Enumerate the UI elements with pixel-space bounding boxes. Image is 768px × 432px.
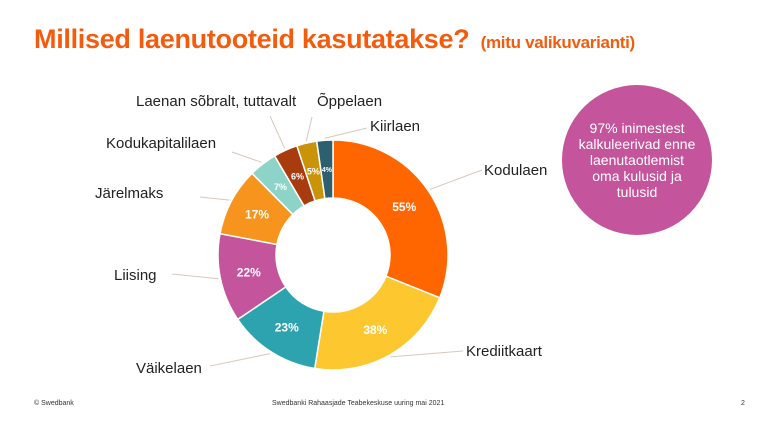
value-label-laenan-sobralt-tuttavalt: 6% <box>291 172 304 182</box>
leader-line-kiirlaen <box>324 127 368 139</box>
category-label-vaikelaen: Väikelaen <box>136 360 202 377</box>
value-label-vaikelaen: 23% <box>275 320 299 334</box>
leader-line-kodulaen <box>429 169 483 190</box>
category-label-oppelaen: Õppelaen <box>317 93 382 110</box>
page-title: Millised laenutooteid kasutatakse? (mitu… <box>34 24 635 55</box>
callout-bubble: 97% inimestest kalkuleerivad enne laenut… <box>562 85 712 235</box>
category-label-liising: Liising <box>114 267 157 284</box>
value-label-kodulaen: 55% <box>392 200 416 214</box>
callout-text: 97% inimestest kalkuleerivad enne laenut… <box>578 120 696 200</box>
leader-line-jarelmaks <box>199 196 230 201</box>
leader-line-liising <box>171 273 219 280</box>
value-label-krediitkaart: 38% <box>363 323 387 337</box>
leader-line-laenan-sobralt-tuttavalt <box>269 115 286 149</box>
leader-line-oppelaen <box>305 116 313 142</box>
leader-line-krediitkaart <box>390 350 464 358</box>
value-label-liising: 22% <box>237 265 261 279</box>
category-label-laenan-sobralt-tuttavalt: Laenan sõbralt, tuttavalt <box>136 93 297 110</box>
category-label-jarelmaks: Järelmaks <box>95 185 163 202</box>
footer-page-number: 2 <box>741 400 745 407</box>
category-label-kiirlaen: Kiirlaen <box>370 118 420 135</box>
footer-source: Swedbanki Rahaasjade Teabekeskuse uuring… <box>272 400 445 407</box>
category-label-kodulaen: Kodulaen <box>484 162 547 179</box>
value-label-kodukapitalilaen: 7% <box>274 182 287 192</box>
leader-line-vaikelaen <box>209 353 271 367</box>
title-main: Millised laenutooteid kasutatakse? <box>34 24 470 54</box>
value-label-jarelmaks: 17% <box>245 208 269 222</box>
slice-kodulaen <box>332 139 449 299</box>
slice-krediitkaart <box>313 275 441 371</box>
category-label-kodukapitalilaen: Kodukapitalilaen <box>106 135 216 152</box>
leader-line-kodukapitalilaen <box>231 151 262 163</box>
category-label-krediitkaart: Krediitkaart <box>466 343 543 360</box>
slice-kiirlaen <box>315 139 334 200</box>
footer-copyright: © Swedbank <box>34 400 74 407</box>
title-subtitle: (mitu valikuvarianti) <box>480 33 636 52</box>
value-label-oppelaen: 5% <box>307 166 320 176</box>
value-label-kiirlaen: 4% <box>322 167 333 174</box>
